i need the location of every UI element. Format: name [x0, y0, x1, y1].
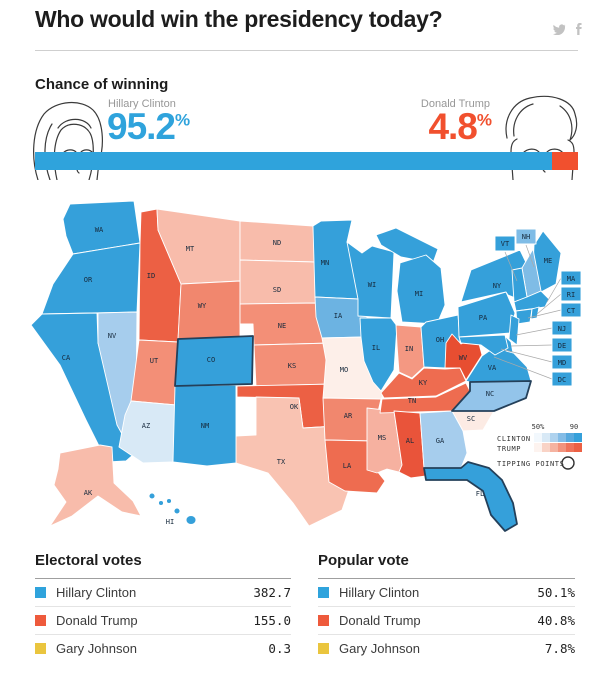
state-UT[interactable]	[130, 339, 179, 406]
popular-vote-table: Popular vote Hillary Clinton 50.1% Donal…	[318, 552, 575, 662]
state-IN[interactable]	[395, 324, 425, 379]
state-MI-upper-peninsula[interactable]	[375, 227, 439, 264]
state-KY[interactable]	[380, 367, 467, 399]
legend-scale-right: 90	[570, 423, 578, 431]
table-row: Hillary Clinton 382.7	[35, 579, 291, 607]
legend-scale-left: 50%	[532, 423, 545, 431]
state-IL[interactable]	[359, 317, 398, 392]
clinton-win-probability: 95.2%	[107, 106, 191, 147]
table-row: Hillary Clinton 50.1%	[318, 579, 575, 607]
us-map: VT NH MA RI CT NJ DE MD DC WA OR CA NV I…	[30, 200, 582, 532]
tipping-point-symbol	[561, 456, 575, 470]
table-row: Gary Johnson 0.3	[35, 635, 291, 662]
state-AK[interactable]	[49, 444, 142, 527]
state-MD[interactable]	[458, 334, 509, 356]
row-name: Gary Johnson	[56, 641, 137, 656]
trump-swatch	[35, 615, 46, 626]
state-OR[interactable]	[41, 242, 141, 315]
johnson-swatch	[318, 643, 329, 654]
clinton-swatch	[318, 587, 329, 598]
state-box-NH[interactable]	[515, 228, 537, 245]
johnson-swatch	[35, 643, 46, 654]
share-buttons	[552, 22, 584, 35]
state-box-VT[interactable]	[494, 235, 516, 252]
clinton-swatch	[35, 587, 46, 598]
state-MI-group	[375, 227, 446, 325]
legend-trump-label: TRUMP	[497, 445, 521, 453]
row-name: Hillary Clinton	[339, 585, 420, 600]
state-box-RI[interactable]	[560, 286, 582, 302]
row-name: Donald Trump	[56, 613, 138, 628]
row-name: Hillary Clinton	[56, 585, 137, 600]
trump-swatch	[318, 615, 329, 626]
table-head-rule	[318, 578, 575, 579]
clinton-name-label: Hillary Clinton	[108, 98, 176, 110]
state-box-CT[interactable]	[560, 302, 582, 318]
state-NJ[interactable]	[508, 314, 520, 346]
win-probability-bar	[35, 152, 578, 170]
state-box-DC[interactable]	[551, 371, 573, 387]
page-title: Who would win the presidency today?	[35, 6, 443, 32]
state-SD[interactable]	[239, 259, 318, 305]
title-divider	[35, 50, 578, 51]
state-FL[interactable]	[423, 461, 518, 532]
row-name: Donald Trump	[339, 613, 421, 628]
state-box-MA[interactable]	[560, 270, 582, 286]
state-MI[interactable]	[396, 254, 446, 325]
electoral-votes-title: Electoral votes	[35, 552, 142, 569]
legend-clinton-label: CLINTON	[497, 435, 531, 443]
state-NC[interactable]	[451, 380, 532, 412]
row-value: 155.0	[253, 613, 291, 628]
state-CO[interactable]	[174, 335, 254, 387]
trump-win-probability: 4.8%	[428, 106, 492, 147]
clinton-bar-segment	[35, 152, 552, 170]
state-WI[interactable]	[346, 241, 395, 319]
state-WY[interactable]	[177, 280, 241, 340]
facebook-icon[interactable]	[573, 22, 584, 35]
small-state-boxes: VT NH MA RI CT NJ DE MD DC	[494, 228, 582, 387]
row-value: 7.8%	[544, 641, 575, 656]
state-KS[interactable]	[253, 342, 336, 387]
table-row: Gary Johnson 7.8%	[318, 635, 575, 662]
table-row: Donald Trump 155.0	[35, 607, 291, 635]
trump-name-label: Donald Trump	[420, 98, 490, 110]
row-value: 40.8%	[537, 613, 575, 628]
trump-bar-segment	[551, 152, 578, 170]
state-ND[interactable]	[239, 220, 316, 263]
legend-clinton-ramp	[534, 433, 582, 442]
svg-text:HI: HI	[166, 518, 174, 526]
row-value: 50.1%	[537, 585, 575, 600]
legend-trump-ramp	[534, 443, 582, 452]
popular-vote-title: Popular vote	[318, 552, 409, 569]
table-row: Donald Trump 40.8%	[318, 607, 575, 635]
twitter-icon[interactable]	[552, 23, 566, 35]
state-box-DE[interactable]	[551, 337, 573, 353]
row-name: Gary Johnson	[339, 641, 420, 656]
results-tables: Electoral votes Hillary Clinton 382.7 Do…	[35, 552, 578, 662]
map-legend: 50% 90 CLINTON TRUMP TIPPING POINTS	[497, 423, 582, 470]
chance-of-winning-widget: Hillary Clinton 95.2% Donald Trump 4.8%	[0, 0, 610, 190]
chance-of-winning-heading: Chance of winning	[35, 76, 169, 93]
table-head-rule	[35, 578, 291, 579]
leader-lines	[493, 244, 562, 380]
electoral-votes-table: Electoral votes Hillary Clinton 382.7 Do…	[35, 552, 291, 662]
state-box-MD[interactable]	[551, 354, 573, 370]
state-HI[interactable]	[148, 492, 197, 525]
state-NM[interactable]	[172, 384, 237, 467]
row-value: 382.7	[253, 585, 291, 600]
row-value: 0.3	[268, 641, 291, 656]
legend-tipping-label: TIPPING POINTS	[497, 460, 564, 468]
state-box-NJ[interactable]	[551, 320, 573, 336]
